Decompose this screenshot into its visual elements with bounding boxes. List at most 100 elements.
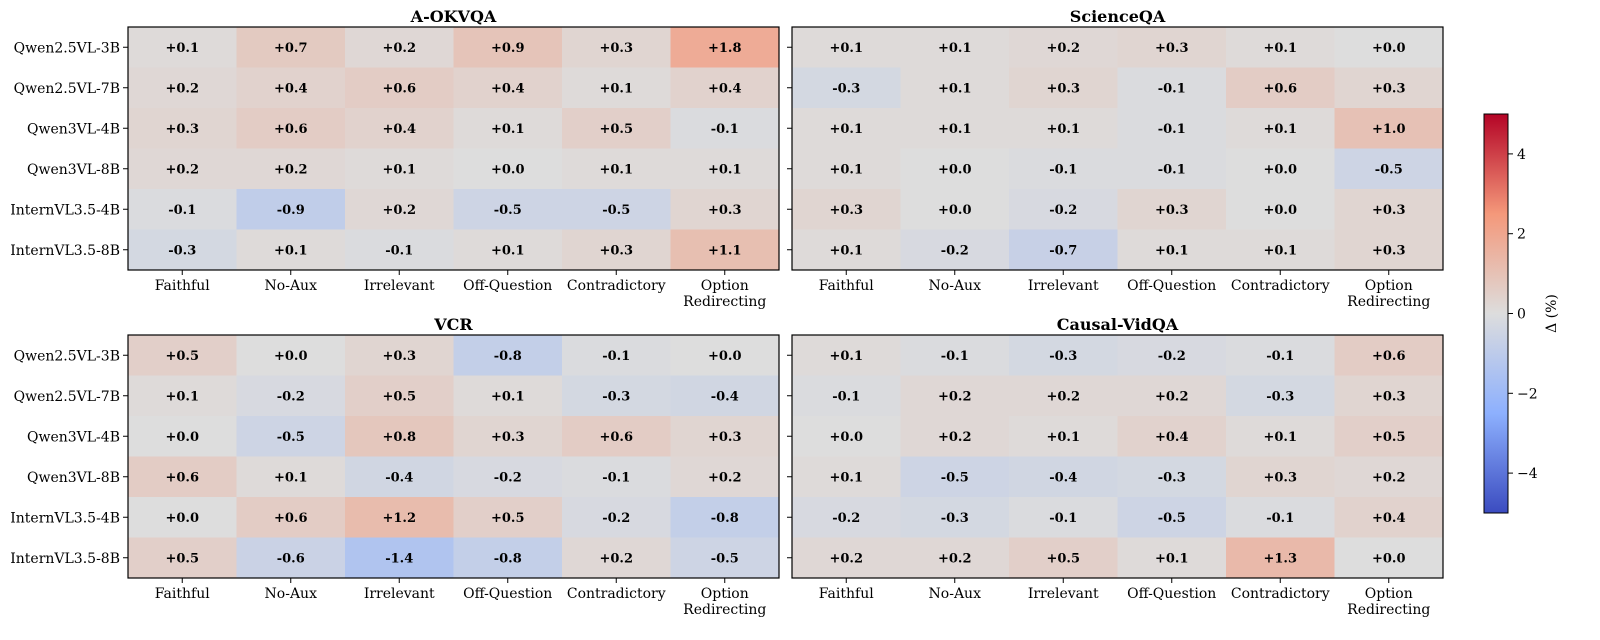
heatmap-cell xyxy=(1226,416,1335,457)
cell-value-label: +0.0 xyxy=(1372,551,1406,566)
cell-value-label: +0.2 xyxy=(274,162,308,177)
heatmap-cell xyxy=(236,148,346,190)
heatmap-cell xyxy=(900,229,1010,271)
heatmap-cell xyxy=(1009,335,1118,376)
cell-value-label: -0.2 xyxy=(602,511,630,526)
cell-value-label: +0.1 xyxy=(491,122,525,137)
heatmap-cell xyxy=(1117,229,1227,271)
heatmap-cell xyxy=(900,67,1010,109)
column-label: Irrelevant xyxy=(364,278,435,294)
heatmap-cell xyxy=(128,229,237,271)
cell-value-label: -0.3 xyxy=(941,511,969,526)
heatmap-cell xyxy=(1117,375,1227,417)
heatmap-cell xyxy=(900,108,1010,149)
heatmap-cell xyxy=(345,497,454,538)
heatmap-cell xyxy=(453,108,563,149)
panel-frame xyxy=(127,334,780,579)
heatmap-cell xyxy=(900,456,1010,498)
panel-frame xyxy=(791,26,1444,271)
heatmap-cell xyxy=(345,456,454,498)
heatmap-cell xyxy=(670,416,780,457)
cell-value-label: +0.4 xyxy=(382,122,416,137)
heatmap-cell xyxy=(792,335,901,376)
cell-value-label: +0.1 xyxy=(1155,243,1189,258)
panel-title: Causal-VidQA xyxy=(1057,315,1179,334)
heatmap-cell xyxy=(128,375,237,417)
heatmap-cell xyxy=(792,229,901,271)
heatmap-cell xyxy=(236,456,346,498)
heatmap-cell xyxy=(670,189,780,230)
cell-value-label: +1.0 xyxy=(1372,122,1406,137)
cell-value-label: +0.6 xyxy=(165,470,199,485)
cell-value-label: +0.5 xyxy=(165,551,199,566)
heatmap-cell xyxy=(562,537,671,579)
row-label: Qwen3VL-8B xyxy=(27,470,120,486)
column-label: Faithful xyxy=(819,278,874,294)
cell-value-label: -0.1 xyxy=(602,470,630,485)
heatmap-cell xyxy=(1226,27,1335,68)
cell-value-label: -0.1 xyxy=(1158,162,1186,177)
cell-value-label: +0.1 xyxy=(599,81,633,96)
heatmap-cell xyxy=(1009,416,1118,457)
column-label: Option xyxy=(701,586,749,602)
cell-value-label: -0.5 xyxy=(494,203,522,218)
cell-value-label: +0.0 xyxy=(938,203,972,218)
heatmap-cell xyxy=(345,537,454,579)
cell-value-label: -0.1 xyxy=(1049,162,1077,177)
heatmap-cell xyxy=(792,416,901,457)
cell-value-label: +0.1 xyxy=(1046,430,1080,445)
cell-value-label: +0.2 xyxy=(382,203,416,218)
heatmap-cell xyxy=(236,375,346,417)
row-label: Qwen3VL-4B xyxy=(27,121,120,137)
heatmap-cell xyxy=(670,456,780,498)
heatmap-cell xyxy=(1009,537,1118,579)
column-label: Redirecting xyxy=(1347,602,1430,618)
cell-value-label: -0.5 xyxy=(602,203,630,218)
heatmap-cell xyxy=(453,497,563,538)
cell-value-label: -0.1 xyxy=(1266,511,1294,526)
heatmap-cell xyxy=(900,497,1010,538)
column-label: No-Aux xyxy=(265,278,318,294)
cell-value-label: +0.3 xyxy=(1372,81,1406,96)
cell-value-label: -0.5 xyxy=(1375,162,1403,177)
heatmap-cell xyxy=(792,375,901,417)
heatmap-cell xyxy=(345,148,454,190)
heatmap-cell xyxy=(128,497,237,538)
cell-value-label: -0.3 xyxy=(832,81,860,96)
heatmap-cell xyxy=(792,497,901,538)
row-label: Qwen3VL-4B xyxy=(27,429,120,445)
cell-value-label: -0.1 xyxy=(602,349,630,364)
column-label: No-Aux xyxy=(929,278,982,294)
cell-value-label: +0.1 xyxy=(938,41,972,56)
column-label: No-Aux xyxy=(265,586,318,602)
cell-value-label: -0.1 xyxy=(168,203,196,218)
colorbar-label: Δ (%) xyxy=(1544,294,1560,333)
row-label: InternVL3.5-4B xyxy=(10,202,120,218)
heatmap-cell xyxy=(1009,27,1118,68)
cell-value-label: +0.3 xyxy=(1372,389,1406,404)
cell-value-label: +0.2 xyxy=(708,470,742,485)
heatmap-cell xyxy=(900,148,1010,190)
column-label: Contradictory xyxy=(567,586,666,602)
cell-value-label: +0.0 xyxy=(938,162,972,177)
heatmap-cell xyxy=(670,67,780,109)
cell-value-label: +0.1 xyxy=(829,470,863,485)
colorbar-tick-label: 2 xyxy=(1517,227,1526,243)
heatmap-cell xyxy=(1334,335,1444,376)
heatmap-cell xyxy=(453,456,563,498)
heatmap-cell xyxy=(345,229,454,271)
heatmap-panel-3: Causal-VidQA +0.1 -0.1 -0.3 -0.2 -0.1 +0.6 -0.1… xyxy=(787,315,1444,618)
row-label: InternVL3.5-8B xyxy=(10,551,120,567)
heatmap-cell xyxy=(562,27,671,68)
column-label: Off-Question xyxy=(463,586,552,602)
column-label: Contradictory xyxy=(567,278,666,294)
cell-value-label: +0.2 xyxy=(165,81,199,96)
column-label: Irrelevant xyxy=(364,586,435,602)
row-label: Qwen3VL-8B xyxy=(27,162,120,178)
cell-value-label: +0.4 xyxy=(1372,511,1406,526)
cell-value-label: +0.5 xyxy=(491,511,525,526)
heatmap-cell xyxy=(792,456,901,498)
heatmap-panel-2: VCR +0.5 +0.0 +0.3 -0.8 -0.1 +0.0 +0.1 -0.2 +0.5 +… xyxy=(10,315,780,618)
heatmap-cell xyxy=(453,189,563,230)
